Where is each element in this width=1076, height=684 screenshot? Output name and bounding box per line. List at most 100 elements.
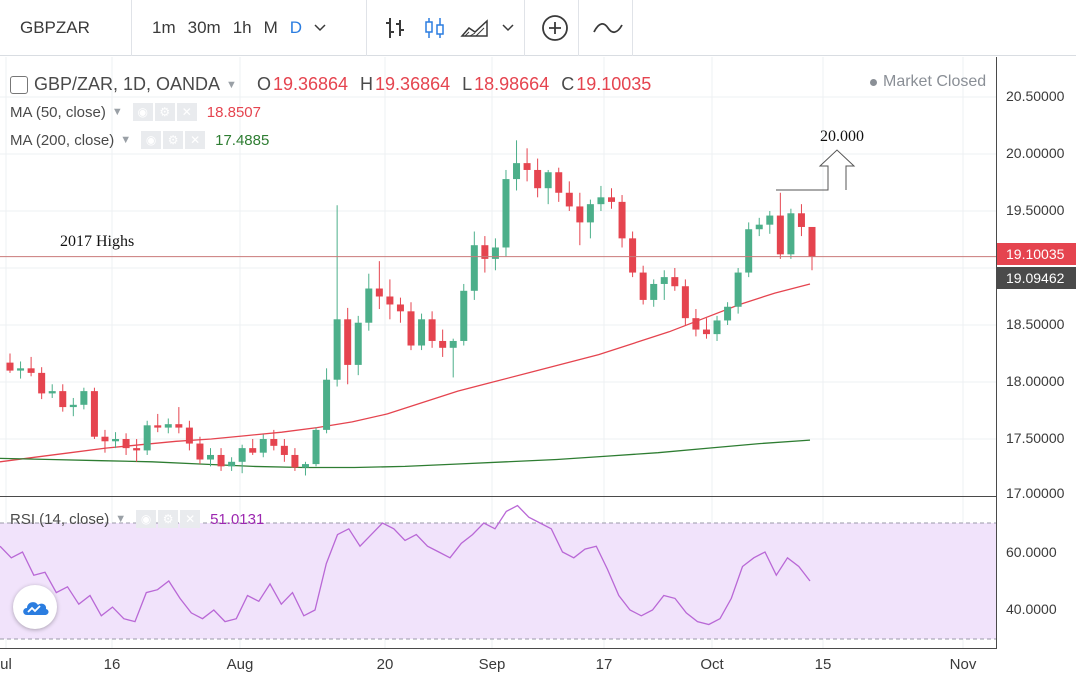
candle-body [671,277,679,287]
candle-body [333,319,341,380]
candle-body [491,247,499,259]
chevron-down-icon[interactable] [496,0,520,56]
price-axis-label: 19.50000 [1006,202,1065,218]
interval-30m-button[interactable]: 30m [187,18,221,37]
compare-line-icon[interactable] [586,0,630,56]
bar-chart-icon[interactable] [378,0,416,56]
ma200-line [0,439,811,469]
candle-body [301,464,309,468]
interval-1m-button[interactable]: 1m [152,18,176,37]
candle-body [280,445,288,455]
cloud-icon [23,602,49,615]
candle-body [502,179,510,248]
market-status: Market Closed [870,73,986,91]
candle-body [481,245,489,259]
candle-body [439,340,447,348]
time-axis-label: Oct [700,656,724,673]
candle-body [69,404,77,408]
chart-style-group [378,0,520,56]
candle-body [787,213,795,255]
candle-body [576,206,584,223]
add-indicator-button[interactable] [534,0,576,56]
gear-icon[interactable]: ⚙ [154,103,175,121]
toolbar-divider [366,0,367,56]
time-axis-label: Sep [478,656,506,673]
caret-down-icon[interactable]: ▼ [226,78,237,91]
rsi-line [0,504,811,626]
price-axis-label: 20.00000 [1006,145,1065,161]
rsi-legend: RSI (14, close) ▼ ◉ ⚙ ✕ 51.0131 [10,510,264,528]
interval-1h-button[interactable]: 1h [232,18,252,37]
candle-body [27,368,35,373]
target-arrow-icon [776,149,856,191]
rsi-axis-label: 40.0000 [1006,601,1057,617]
indicator-controls: ◉ ⚙ ✕ [132,103,199,121]
candlestick-icon[interactable] [416,0,454,56]
candle-body [375,288,383,297]
close-icon[interactable]: ✕ [185,131,206,149]
indicator-controls: ◉ ⚙ ✕ [141,131,207,149]
close-icon[interactable]: ✕ [176,103,197,121]
rsi-band [0,523,996,639]
secondary-price-tag: 19.09462 [997,267,1076,289]
candle-body [470,245,478,291]
close-icon[interactable]: ✕ [180,510,201,528]
candle-body [228,461,236,467]
candle-body [249,448,257,453]
candle-body [101,436,109,442]
gear-icon[interactable]: ⚙ [158,510,179,528]
chevron-down-icon[interactable] [308,0,332,56]
candle-body [207,454,214,460]
caret-down-icon[interactable]: ▼ [120,134,132,146]
interval-day-button[interactable]: D [289,18,303,37]
candle-body [59,391,67,408]
open-value: 19.36864 [272,74,349,94]
caret-down-icon[interactable]: ▼ [115,513,127,525]
candle-body [692,318,700,330]
symbol-search-button[interactable]: GBPZAR [0,0,132,56]
candle-body [681,286,689,319]
candle-body [175,424,183,428]
candle-body [766,215,774,225]
candle-body [185,427,193,444]
compare-button[interactable] [586,0,630,56]
eye-icon[interactable]: ◉ [132,103,153,121]
add-indicator-icon[interactable] [534,0,576,56]
candle-body [323,379,331,430]
collapse-legend-icon[interactable] [10,75,28,94]
candle-body [154,425,162,428]
candle-body [312,429,320,465]
candle-body [354,322,362,365]
eye-icon[interactable]: ◉ [141,131,162,149]
candle-body [196,443,204,460]
candle-body [365,288,373,323]
cloud-save-button[interactable] [13,585,57,629]
candle-body [270,439,278,446]
price-axis-label: 18.00000 [1006,373,1065,389]
candle-body [745,229,753,273]
eye-icon[interactable]: ◉ [136,510,157,528]
gear-icon[interactable]: ⚙ [163,131,184,149]
candle-body [122,439,130,449]
symbol-label: GBPZAR [20,18,90,37]
candle-body [291,454,299,468]
time-axis-label: 16 [103,656,121,673]
pane-separator [0,496,996,497]
candle-body [38,372,46,394]
candle-body [808,226,816,257]
candle-body [724,306,732,321]
ma200-label: MA (200, close) [10,131,115,149]
candle-body [6,362,14,371]
caret-down-icon[interactable]: ▼ [111,106,123,118]
candle-body [344,319,352,365]
last-price-tag: 19.10035 [997,243,1076,265]
candle-body [48,391,56,394]
interval-month-button[interactable]: M [263,18,278,37]
area-chart-icon[interactable] [454,0,496,56]
target-annotation[interactable]: 20.000 [820,128,864,145]
time-axis-label: 17 [595,656,613,673]
candle-body [702,329,710,335]
rsi-axis-label: 60.0000 [1006,544,1057,560]
highs-annotation[interactable]: 2017 Highs [60,233,135,250]
